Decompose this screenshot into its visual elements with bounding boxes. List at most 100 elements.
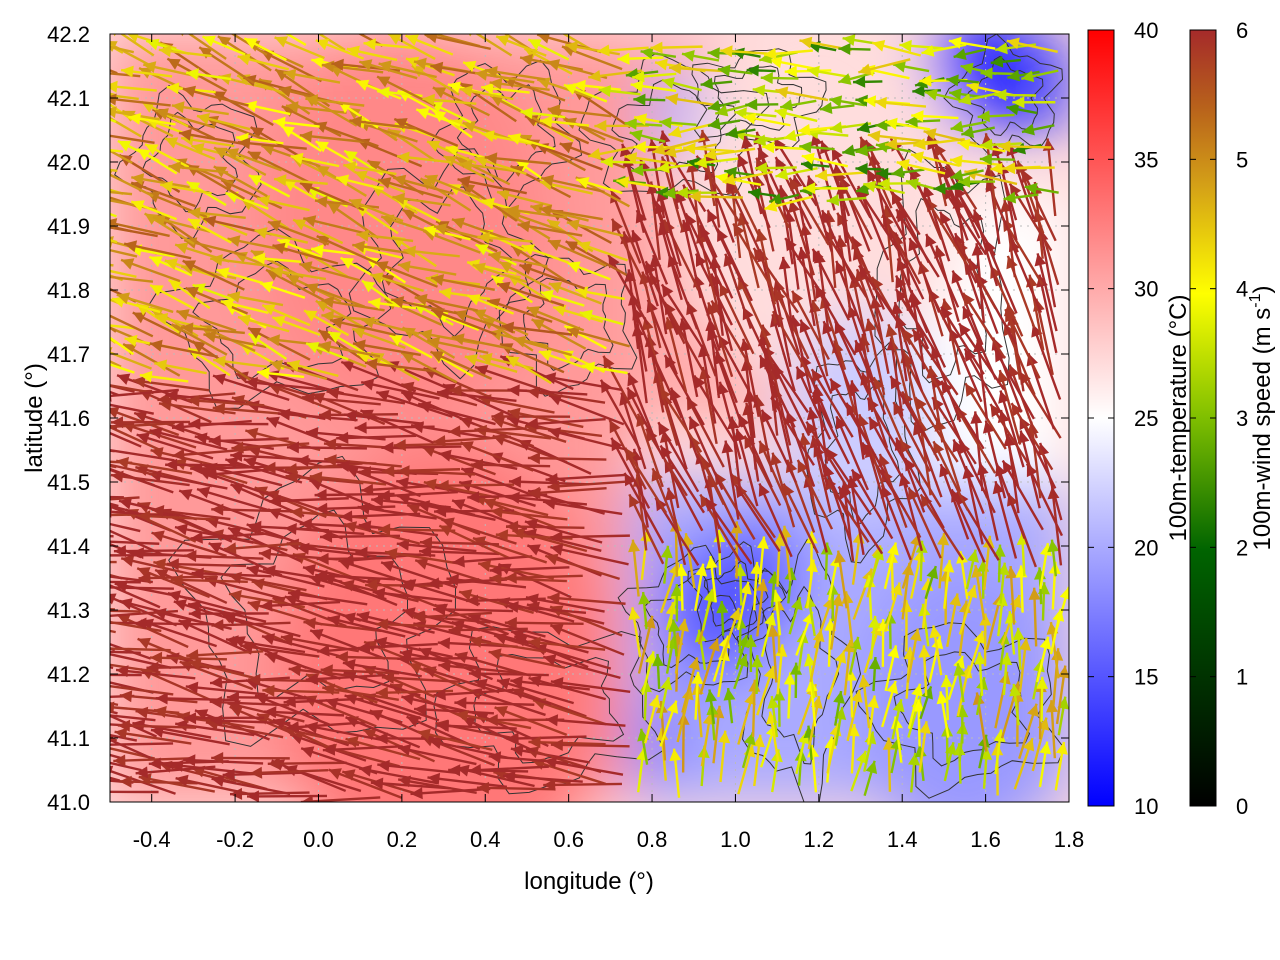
wind-vector-shaft	[115, 668, 196, 680]
wind-vector-head	[740, 581, 752, 595]
wind-vector-shaft	[408, 662, 480, 696]
wind-vector-head	[372, 587, 386, 600]
wind-vector-head	[305, 283, 319, 295]
wind-vector-head	[299, 130, 313, 143]
wind-vector-head	[478, 559, 492, 572]
wind-vector-shaft	[110, 595, 178, 627]
wind-vector-head	[157, 393, 170, 405]
wind-vector-head	[933, 441, 945, 455]
wind-vector-head	[418, 401, 432, 413]
wind-vector-head	[977, 110, 990, 123]
wind-vector-head	[320, 530, 333, 543]
wind-vector-head	[143, 61, 157, 73]
wind-vector-head	[93, 739, 105, 751]
wind-vector-head	[617, 52, 630, 65]
wind-vector-shaft	[110, 510, 180, 518]
wind-vector-head	[953, 663, 966, 676]
wind-vector-head	[263, 461, 276, 474]
wind-vector-shaft	[919, 493, 965, 561]
wind-vector-head	[341, 360, 355, 372]
wind-vector-head	[867, 130, 881, 143]
x-tick-label: 0.4	[470, 827, 501, 852]
wind-vector-head	[773, 688, 786, 701]
wind-vector-head	[34, 530, 46, 542]
wind-vector-head	[548, 282, 563, 294]
wind-vector-head	[497, 281, 511, 294]
wind-vector-shaft	[628, 493, 665, 565]
wind-vector-head	[172, 420, 185, 433]
contour-line	[617, 544, 765, 693]
wind-vector-head	[389, 335, 403, 346]
wind-vector-head	[341, 554, 354, 567]
wind-vector-head	[303, 215, 317, 227]
wind-vector-shaft	[531, 759, 607, 786]
wind-vector-head	[967, 258, 980, 273]
wind-vector-head	[127, 34, 139, 43]
wind-vector-shaft	[110, 747, 155, 760]
wind-vector-head	[54, 692, 66, 704]
wind-vector-shaft	[116, 613, 189, 649]
wind-vector-head	[283, 180, 297, 192]
wind-vector-head	[506, 601, 519, 613]
wind-vector-head	[990, 55, 1004, 68]
wind-vector-head	[1006, 103, 1020, 116]
wind-vector-head	[160, 180, 173, 193]
wind-vector-head	[754, 162, 767, 175]
y-tick-label: 41.2	[47, 662, 90, 687]
wind-vector-head	[497, 189, 511, 201]
wind-vector-head	[925, 234, 937, 248]
wind-vector-head	[448, 764, 461, 777]
wind-vector-head	[439, 287, 452, 300]
wind-vector-shaft	[284, 34, 307, 46]
wind-vector-shaft	[908, 237, 941, 313]
wind-vector-shaft	[821, 209, 856, 285]
wind-vector-head	[315, 38, 330, 51]
wind-vector-head	[299, 518, 312, 531]
wind-vector-head	[314, 488, 327, 501]
wind-vector-shaft	[994, 480, 1018, 559]
wind-vector-shaft	[212, 374, 290, 401]
wind-vector-shaft	[998, 369, 1022, 445]
wind-vector-head	[378, 523, 391, 536]
wind-vector-head	[939, 464, 951, 478]
wind-vector-head	[345, 466, 360, 478]
wind-vector-head	[393, 174, 407, 187]
wind-vector-head	[110, 236, 114, 248]
wind-vector-head	[467, 491, 480, 504]
wind-vector-head	[405, 56, 420, 69]
wind-vector-head	[116, 665, 129, 678]
wind-vector-head	[398, 775, 411, 788]
x-tick-label: 0.8	[637, 827, 668, 852]
wind-vector-head	[796, 366, 808, 380]
wind-vector-shaft	[175, 722, 255, 737]
wind-vector-head	[213, 373, 227, 385]
wind-vector-head	[434, 223, 448, 236]
wind-vector-head	[235, 371, 249, 383]
wind-vector-head	[436, 479, 449, 492]
wind-vector-head	[1046, 700, 1058, 713]
wind-vector-shaft	[688, 416, 724, 491]
wind-vector-shaft	[512, 529, 588, 553]
wind-vector-head	[264, 651, 278, 664]
wind-vector-head	[1036, 676, 1049, 689]
wind-vector-head	[666, 700, 679, 714]
wind-vector-head	[90, 91, 103, 103]
wind-vector-shaft	[110, 390, 120, 397]
wind-vector-head	[210, 676, 223, 689]
wind-vector-head	[547, 592, 560, 605]
wind-vector-head	[110, 470, 124, 483]
wind-vector-head	[296, 454, 309, 467]
wind-vector-head	[72, 313, 85, 325]
wind-vector-head	[541, 174, 555, 187]
wind-vector-shaft	[110, 522, 141, 533]
wind-vector-shaft	[454, 701, 535, 706]
wind-vector-head	[262, 633, 276, 645]
wind-vector-shaft	[962, 305, 997, 380]
wind-vector-shaft	[414, 559, 491, 585]
wind-vector-head	[527, 452, 540, 465]
wind-vector-shaft	[547, 480, 626, 489]
wind-vector-head	[314, 121, 328, 133]
colorbar-tick-label: 4	[1236, 277, 1248, 302]
wind-vector-shaft	[791, 290, 830, 361]
wind-vector-head	[652, 143, 666, 155]
